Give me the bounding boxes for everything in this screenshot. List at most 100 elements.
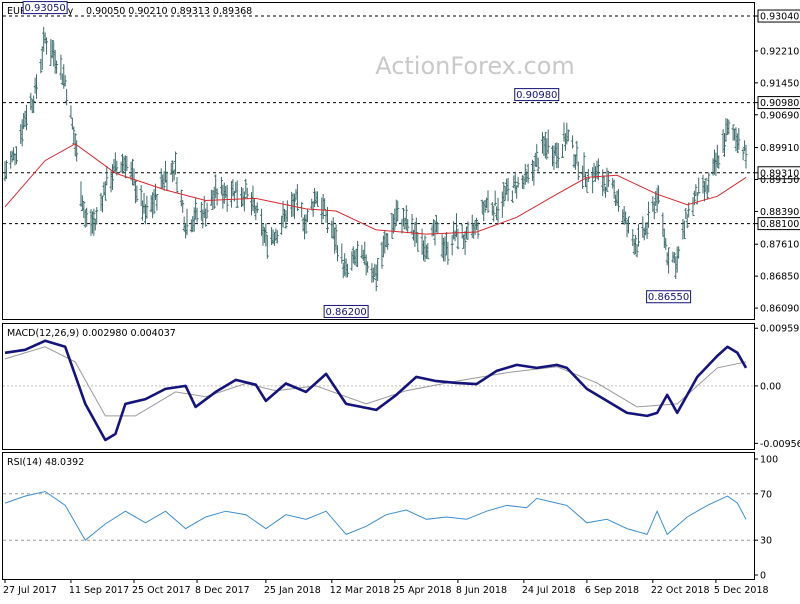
price-bar xyxy=(205,202,209,219)
price-bar xyxy=(50,39,54,59)
x-tick-label: 25 Jan 2018 xyxy=(264,585,321,596)
price-bar xyxy=(532,161,536,186)
price-bar xyxy=(380,241,384,269)
price-bar xyxy=(121,153,125,174)
price-bar xyxy=(85,207,89,227)
price-bar xyxy=(202,195,206,218)
price-annotation: 0.93050 xyxy=(22,1,68,14)
price-tick-label: 0.93040 xyxy=(760,12,799,23)
price-bar xyxy=(741,148,745,161)
price-bar xyxy=(304,214,308,234)
price-bar xyxy=(410,214,414,235)
price-bar xyxy=(14,146,18,165)
price-bar xyxy=(235,180,239,208)
price-bar xyxy=(135,185,139,202)
price-annotation: 0.90980 xyxy=(514,88,560,102)
price-bar xyxy=(612,179,616,199)
price-bar xyxy=(35,74,39,99)
price-bar xyxy=(4,160,8,180)
price-bar xyxy=(331,217,335,240)
x-tick-label: 22 Oct 2018 xyxy=(651,585,710,596)
price-bar xyxy=(133,180,137,204)
price-bar xyxy=(717,155,721,169)
price-bar xyxy=(321,193,325,220)
price-annotation-label: 0.86200 xyxy=(325,307,366,318)
price-tick-box xyxy=(757,9,800,23)
price-bar xyxy=(616,189,620,212)
price-bar xyxy=(493,190,497,206)
price-bar xyxy=(152,189,156,215)
price-bar xyxy=(463,231,467,256)
price-bar xyxy=(723,133,727,157)
x-tick-label: 5 Dec 2018 xyxy=(714,585,769,596)
price-bar xyxy=(556,143,560,169)
price-bar xyxy=(65,88,69,106)
price-bar xyxy=(691,197,695,216)
price-bar xyxy=(63,75,67,87)
price-bar xyxy=(667,247,671,274)
price-bar xyxy=(545,138,549,160)
price-bar xyxy=(697,177,701,194)
price-bar xyxy=(705,184,709,199)
macd-tick-label: 0.009593 xyxy=(760,324,800,335)
price-bar xyxy=(423,235,427,263)
price-bar xyxy=(561,143,565,158)
price-bar xyxy=(526,163,530,184)
price-bar xyxy=(406,218,410,234)
x-tick-label: 8 Dec 2017 xyxy=(195,585,250,596)
price-bar xyxy=(591,167,595,194)
macd-panel-frame xyxy=(2,323,755,450)
price-bar xyxy=(401,207,405,227)
price-tick-box xyxy=(757,217,800,231)
price-bar xyxy=(575,140,579,164)
price-bar xyxy=(159,168,163,190)
x-tick-label: 24 Jul 2018 xyxy=(522,585,576,596)
price-bar xyxy=(340,243,344,264)
rsi-level-lines xyxy=(3,493,754,541)
price-bar xyxy=(255,202,259,213)
price-bar xyxy=(123,155,127,179)
price-bar xyxy=(645,221,649,240)
price-bar xyxy=(59,54,63,80)
price-bar xyxy=(181,199,185,213)
price-bar xyxy=(687,202,691,218)
rsi-axis: 100 70 30 0 xyxy=(754,455,778,582)
price-bar xyxy=(582,152,586,178)
price-bar xyxy=(446,241,450,265)
price-bar xyxy=(284,210,288,229)
price-bar xyxy=(265,234,269,259)
rsi-tick-label: 100 xyxy=(760,455,778,466)
price-bar xyxy=(685,214,689,229)
price-bar xyxy=(426,242,430,260)
price-bar xyxy=(195,207,199,223)
price-bar xyxy=(92,208,96,236)
price-bar xyxy=(704,178,708,192)
price-bar xyxy=(396,200,400,222)
price-bar xyxy=(486,190,490,213)
price-bar xyxy=(535,144,539,168)
x-tick-label: 8 Jun 2018 xyxy=(456,585,507,596)
price-bar xyxy=(727,119,731,135)
price-bar xyxy=(634,235,638,255)
x-tick-label: 27 Jul 2017 xyxy=(3,585,57,596)
price-bar xyxy=(744,144,748,169)
ohlc-label: 0.90050 0.90210 0.89313 0.89368 xyxy=(86,6,252,17)
rsi-line xyxy=(4,490,747,541)
price-bar xyxy=(523,163,527,185)
price-bar xyxy=(506,177,510,202)
price-tick-box xyxy=(757,96,800,110)
price-tick-label: 0.88100 xyxy=(760,219,799,230)
price-bar xyxy=(492,205,496,222)
price-bar xyxy=(73,133,77,157)
price-bar xyxy=(242,191,246,212)
price-tick-box xyxy=(757,166,800,180)
x-tick-label: 25 Apr 2018 xyxy=(393,585,452,596)
price-bar xyxy=(450,235,454,256)
price-annotation-box xyxy=(646,290,692,304)
price-bar xyxy=(75,140,79,162)
price-bar xyxy=(672,252,676,264)
price-bar xyxy=(566,129,570,142)
price-bar xyxy=(456,228,460,250)
